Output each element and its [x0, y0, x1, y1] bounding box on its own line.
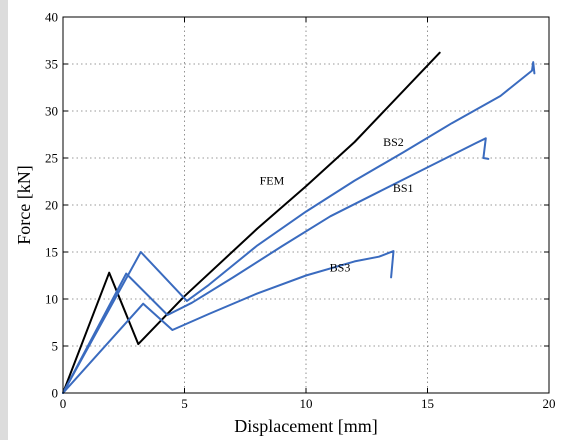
x-tick-label: 5: [181, 396, 188, 411]
annotation-bs1: BS1: [393, 181, 414, 195]
x-tick-label: 20: [543, 396, 556, 411]
x-axis-label: Displacement [mm]: [234, 416, 377, 436]
y-tick-label: 0: [52, 386, 59, 401]
y-tick-label: 40: [45, 10, 58, 25]
x-tick-label: 15: [421, 396, 434, 411]
y-tick-label: 20: [45, 198, 58, 213]
x-tick-label: 10: [300, 396, 313, 411]
series-line-bs3: [62, 250, 395, 394]
annotations: FEM BS2 BS1 BS3: [260, 135, 414, 275]
series-line-bs1: [62, 137, 490, 394]
annotation-bs2: BS2: [383, 135, 404, 149]
y-tick-label: 30: [45, 104, 58, 119]
left-border: [0, 0, 8, 440]
ticks: 0 5 10 15 20 0 5 10 15 20 25 30 35 40: [45, 10, 556, 412]
y-tick-label: 35: [45, 57, 58, 72]
annotation-fem: FEM: [260, 173, 285, 187]
y-tick-label: 10: [45, 292, 58, 307]
series-line-fem: [62, 51, 441, 394]
x-tick-label: 0: [60, 396, 67, 411]
y-tick-label: 5: [52, 339, 59, 354]
series-line-bs2: [62, 61, 536, 394]
annotation-bs3: BS3: [330, 261, 351, 275]
grid: [63, 17, 549, 393]
y-tick-label: 25: [45, 151, 58, 166]
series-group: [62, 51, 536, 394]
y-axis-label: Force [kN]: [14, 165, 34, 244]
y-tick-label: 15: [45, 245, 58, 260]
